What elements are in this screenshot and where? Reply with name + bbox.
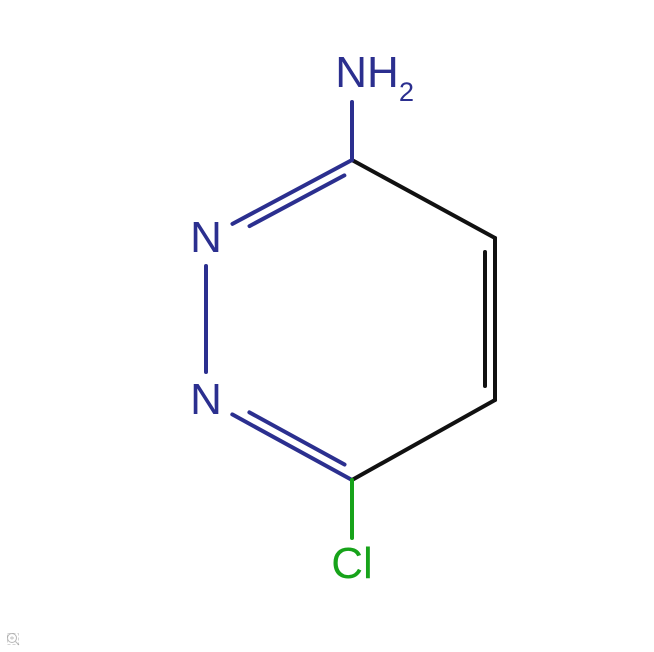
viewer-toolbar bbox=[6, 632, 64, 646]
zoom-out-icon[interactable] bbox=[28, 632, 42, 646]
atom-label-n2: N bbox=[190, 378, 222, 422]
atom-label-cl: Cl bbox=[331, 542, 373, 586]
bond-layer bbox=[0, 0, 654, 652]
atom-label-nh2: NH2 bbox=[335, 51, 414, 101]
molecule-canvas: NH2 N N Cl bbox=[0, 0, 654, 652]
fullscreen-icon[interactable] bbox=[50, 632, 64, 646]
atom-label-n1: N bbox=[190, 216, 222, 260]
